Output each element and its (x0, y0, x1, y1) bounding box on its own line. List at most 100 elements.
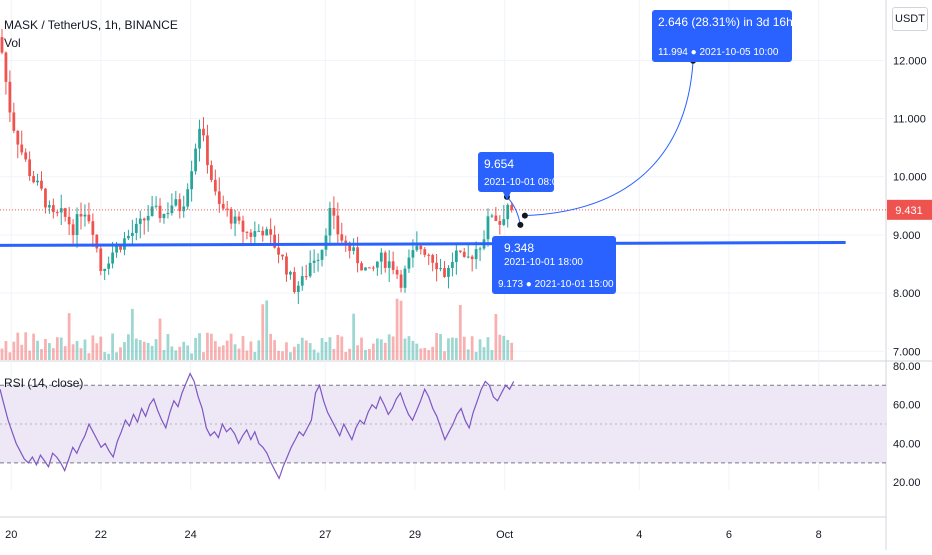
callout-low-box (498, 236, 570, 272)
candle-body (115, 245, 118, 253)
volume-bar (162, 349, 166, 360)
price-tick-label: 11.000 (893, 114, 926, 126)
candle-body (494, 215, 498, 221)
volume-bar (237, 348, 241, 360)
candle-body (411, 250, 415, 258)
candle-body (253, 231, 257, 237)
candle-body (269, 229, 273, 235)
candle-body (0, 37, 4, 53)
anchor-point (517, 221, 524, 228)
candle-body (178, 199, 182, 212)
volume-bar (51, 348, 55, 360)
volume-bar (375, 338, 379, 360)
volume-bar (198, 333, 201, 360)
rsi-line (0, 372, 515, 480)
volume-bar (186, 345, 190, 360)
volume-bar (257, 340, 261, 360)
volume-bar (83, 339, 87, 360)
time-tick-label: Oct (496, 529, 513, 541)
volume-bar (348, 348, 352, 360)
candle-body (154, 205, 158, 207)
volume-bar (415, 343, 419, 360)
candle-body (277, 247, 280, 255)
volume-bar (79, 348, 83, 360)
volume-bar (273, 340, 276, 360)
candle-body (194, 148, 197, 172)
volume-bar (206, 332, 209, 360)
price-tick-label: 8.000 (893, 288, 921, 300)
candle-body (395, 269, 399, 275)
candle-body (48, 205, 51, 208)
candle-body (95, 234, 99, 249)
candle-body (364, 267, 367, 271)
volume-bar (328, 337, 332, 360)
volume-bar (150, 345, 154, 360)
volume-bar (411, 340, 415, 360)
volume-bar (4, 341, 8, 360)
candle-body (403, 268, 407, 288)
candle-body (36, 180, 39, 183)
volume-bar (154, 339, 158, 360)
volume-bar (482, 347, 486, 360)
candle-body (289, 271, 292, 275)
volume-bar (245, 350, 249, 360)
volume-bar (431, 346, 435, 360)
volume-bar (498, 334, 502, 360)
volume-bar (285, 342, 288, 360)
callout-target-value: 2.646 (28.31%) in 3d 16h (658, 15, 793, 29)
candle-body (510, 204, 514, 210)
volume-bar (466, 349, 470, 360)
time-tick-label: 8 (816, 529, 822, 541)
volume-bar (324, 341, 328, 360)
candle-body (174, 199, 178, 206)
candle-body (458, 250, 462, 252)
volume-bar (182, 341, 186, 360)
candle-body (202, 128, 205, 136)
currency-badge[interactable]: USDT (892, 7, 928, 31)
volume-bar (111, 333, 114, 360)
candle-body (423, 249, 427, 255)
candle-body (233, 216, 237, 224)
rsi-label: RSI (14, close) (4, 376, 84, 390)
volume-bar (265, 300, 269, 360)
candle-body (32, 176, 35, 183)
rsi-tick-label: 60.00 (893, 400, 921, 412)
volume-bar (458, 304, 462, 360)
volume-bar (59, 337, 63, 360)
callout-high-date: 2021-10-01 08:00 (484, 177, 563, 188)
candle-body (210, 165, 213, 180)
candle-body (103, 268, 107, 271)
volume-bar (368, 349, 371, 360)
volume-bar (28, 350, 32, 360)
volume-bar (99, 336, 103, 360)
volume-bar (67, 313, 71, 360)
time-tick-label: 4 (636, 529, 642, 541)
volume-bar (490, 350, 494, 360)
volume-bar (63, 346, 67, 360)
candle-body (316, 259, 320, 261)
candle-body (391, 261, 395, 270)
price-tick-label: 10.000 (893, 172, 927, 184)
volume-bar (75, 341, 79, 360)
anchor-point (521, 212, 528, 219)
volume-bar (399, 300, 403, 360)
candle-body (16, 130, 20, 145)
last-price-label: 9.431 (895, 205, 923, 217)
candle-body (71, 224, 75, 236)
volume-bar (55, 337, 59, 360)
candle-body (454, 250, 458, 263)
candle-body (486, 216, 490, 240)
candle-body (170, 205, 174, 214)
volume-bar (32, 333, 35, 360)
volume-bar (87, 353, 91, 360)
candle-body (431, 255, 435, 263)
volume-bar (241, 336, 245, 360)
time-tick-label: 27 (319, 529, 331, 541)
volume-bar (48, 343, 51, 360)
volume-bar (158, 318, 162, 360)
price-tick-label: 9.000 (893, 230, 921, 242)
volume-bar (423, 347, 427, 360)
candle-body (221, 203, 225, 209)
candle-body (320, 249, 324, 260)
